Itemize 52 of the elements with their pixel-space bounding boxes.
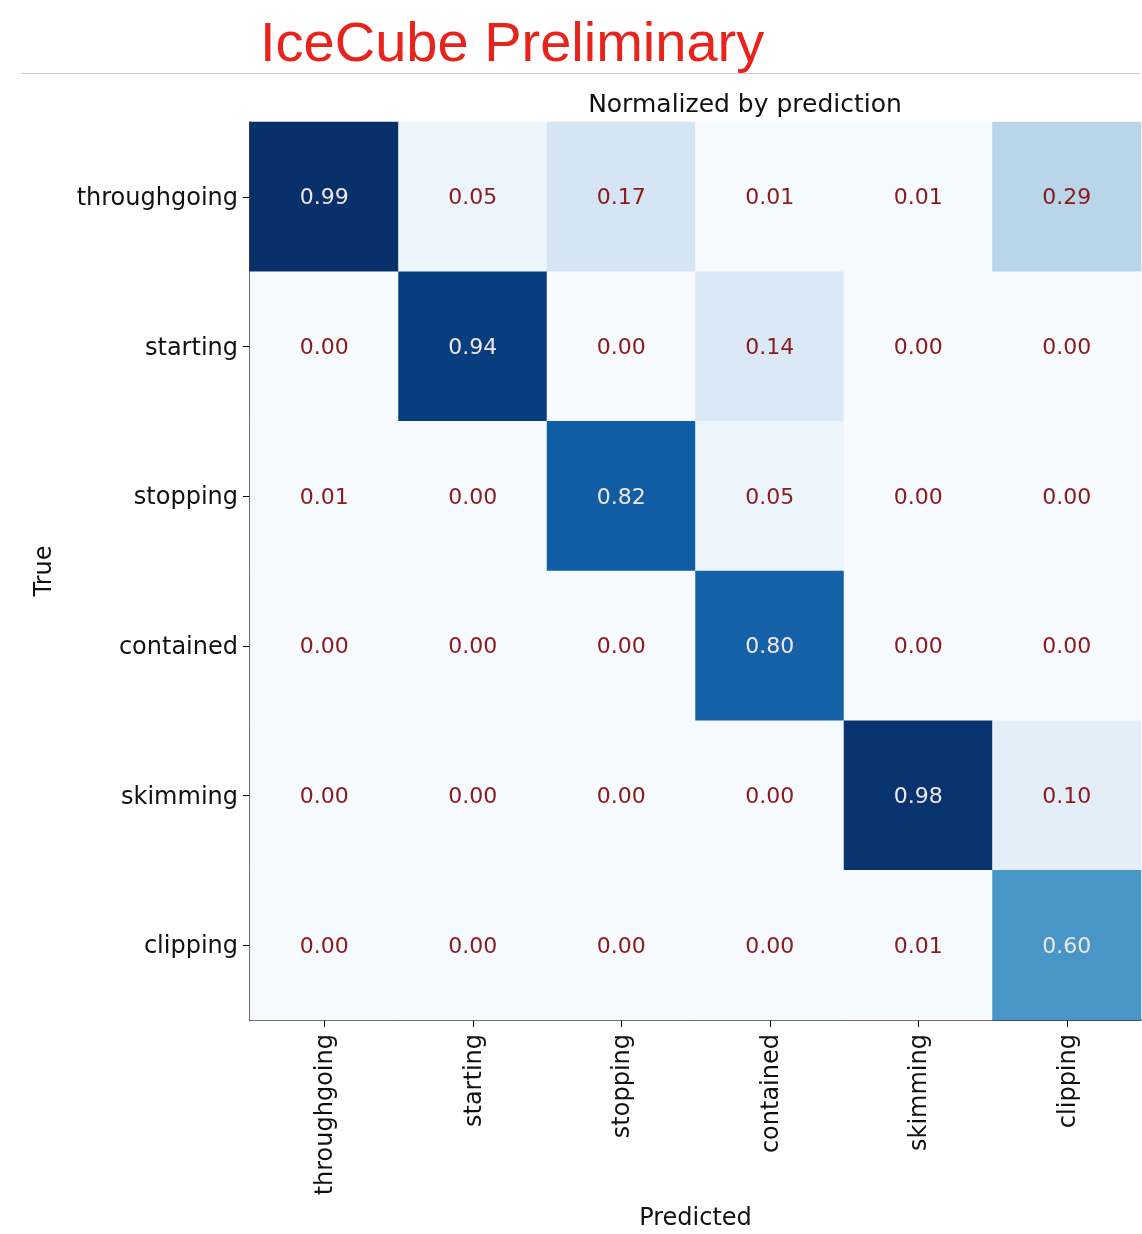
data-label: 0.00 bbox=[1042, 483, 1092, 509]
data-label: 0.17 bbox=[596, 184, 646, 210]
x-tick-label: starting bbox=[458, 1034, 487, 1128]
y-tick-label: throughgoing bbox=[76, 182, 238, 211]
data-label: 0.00 bbox=[596, 633, 646, 659]
data-label: 0.00 bbox=[745, 932, 795, 958]
data-label: 0.00 bbox=[299, 633, 349, 659]
data-label: 0.10 bbox=[1042, 783, 1092, 808]
data-label: 0.94 bbox=[448, 334, 498, 359]
data-label: 0.01 bbox=[893, 184, 943, 210]
x-tick-label: throughgoing bbox=[310, 1034, 339, 1196]
data-label: 0.05 bbox=[448, 184, 498, 210]
data-label: 0.00 bbox=[596, 932, 646, 958]
data-label: 0.00 bbox=[448, 633, 498, 659]
data-label: 0.00 bbox=[893, 334, 943, 359]
data-label: 0.80 bbox=[745, 633, 795, 659]
data-label: 0.00 bbox=[299, 334, 349, 359]
data-label: 0.00 bbox=[299, 783, 349, 808]
data-label: 0.60 bbox=[1042, 932, 1092, 958]
data-label: 0.99 bbox=[299, 184, 349, 210]
data-label: 0.00 bbox=[448, 783, 498, 808]
data-label: 0.00 bbox=[448, 932, 498, 958]
y-tick-label: skimming bbox=[121, 781, 238, 810]
data-label: 0.05 bbox=[745, 483, 795, 509]
y-tick-label: stopping bbox=[133, 482, 238, 511]
data-label: 0.14 bbox=[745, 334, 795, 359]
data-label: 0.00 bbox=[745, 783, 795, 808]
data-label: 0.98 bbox=[893, 783, 943, 808]
x-axis-title: Predicted bbox=[639, 1203, 752, 1231]
chart-title: IceCube Preliminary bbox=[260, 9, 765, 73]
data-label: 0.00 bbox=[596, 783, 646, 808]
data-label: 0.29 bbox=[1042, 184, 1092, 210]
data-label: 0.00 bbox=[1042, 334, 1092, 359]
data-label: 0.00 bbox=[299, 932, 349, 958]
data-label: 0.00 bbox=[596, 334, 646, 359]
y-axis-title: True bbox=[29, 545, 57, 598]
data-label: 0.00 bbox=[1042, 633, 1092, 659]
data-label: 0.82 bbox=[596, 483, 646, 509]
data-label: 0.01 bbox=[893, 932, 943, 958]
x-tick-label: skimming bbox=[904, 1034, 933, 1151]
y-tick-label: clipping bbox=[143, 931, 238, 960]
data-label: 0.01 bbox=[745, 184, 795, 210]
data-label: 0.00 bbox=[893, 483, 943, 509]
data-label: 0.00 bbox=[448, 483, 498, 509]
chart-subtitle: Normalized by prediction bbox=[588, 89, 902, 118]
data-label: 0.00 bbox=[893, 633, 943, 659]
x-tick-label: stopping bbox=[607, 1034, 636, 1139]
x-tick-label: contained bbox=[755, 1034, 784, 1154]
y-tick-label: starting bbox=[144, 332, 238, 361]
x-tick-label: clipping bbox=[1052, 1034, 1081, 1129]
y-tick-label: contained bbox=[118, 631, 238, 660]
data-label: 0.01 bbox=[299, 483, 349, 509]
